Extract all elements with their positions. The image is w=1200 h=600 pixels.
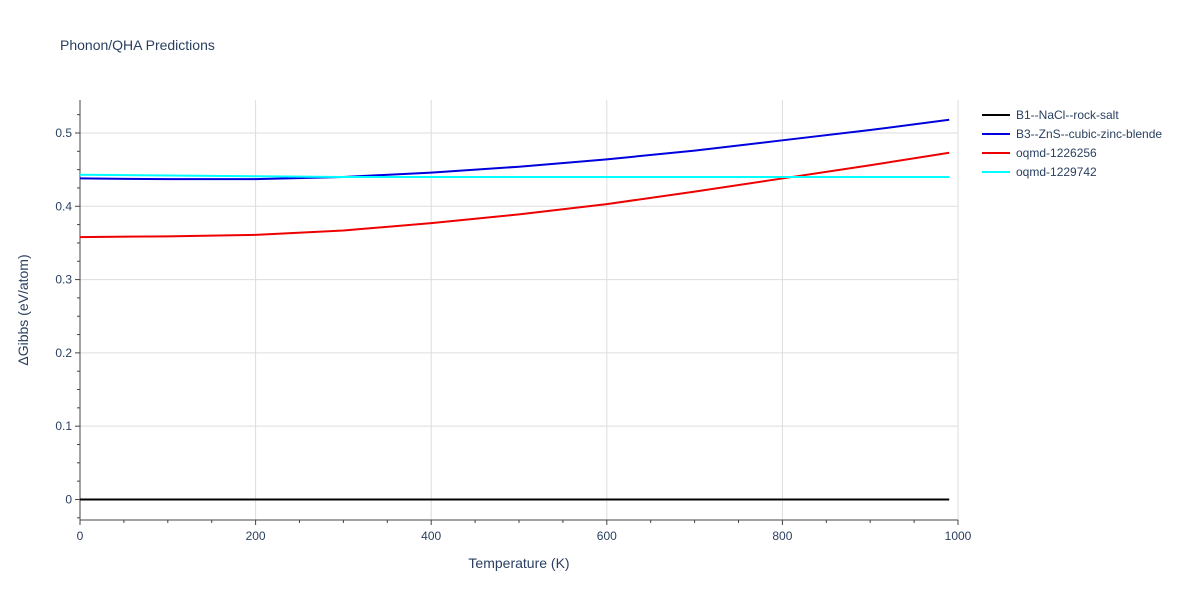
series-line — [79, 173, 950, 178]
y-axis-title: ΔGibbs (eV/atom) — [15, 254, 31, 365]
x-tick-label: 800 — [772, 529, 792, 543]
x-axis-title: Temperature (K) — [468, 555, 569, 571]
y-tick-label: 0.1 — [55, 419, 72, 433]
series-layer — [79, 118, 950, 501]
y-tick-label: 0.4 — [55, 199, 72, 213]
series-line — [79, 151, 950, 239]
legend-label: oqmd-1229742 — [1016, 165, 1097, 179]
chart-title: Phonon/QHA Predictions — [60, 37, 215, 53]
grid — [80, 100, 959, 520]
y-tick-label: 0 — [65, 492, 72, 506]
y-tick-label: 0.5 — [55, 126, 72, 140]
x-tick-label: 0 — [77, 529, 84, 543]
y-tick-label: 0.2 — [55, 346, 72, 360]
legend-label: B3--ZnS--cubic-zinc-blende — [1016, 127, 1162, 141]
x-tick-label: 200 — [246, 529, 266, 543]
y-tick-label: 0.3 — [55, 273, 72, 287]
axes: 0 200 400 600 800 1000 0 0.1 0.2 0.3 0.4 0.5 — [55, 100, 972, 543]
legend-label: B1--NaCl--rock-salt — [1016, 108, 1119, 122]
x-tick-label: 400 — [421, 529, 441, 543]
legend: B1--NaCl--rock-salt B3--ZnS--cubic-zinc-b… — [982, 108, 1162, 179]
x-tick-label: 600 — [597, 529, 617, 543]
series-line — [79, 118, 950, 181]
x-tick-label: 1000 — [945, 529, 972, 543]
legend-label: oqmd-1226256 — [1016, 146, 1097, 160]
